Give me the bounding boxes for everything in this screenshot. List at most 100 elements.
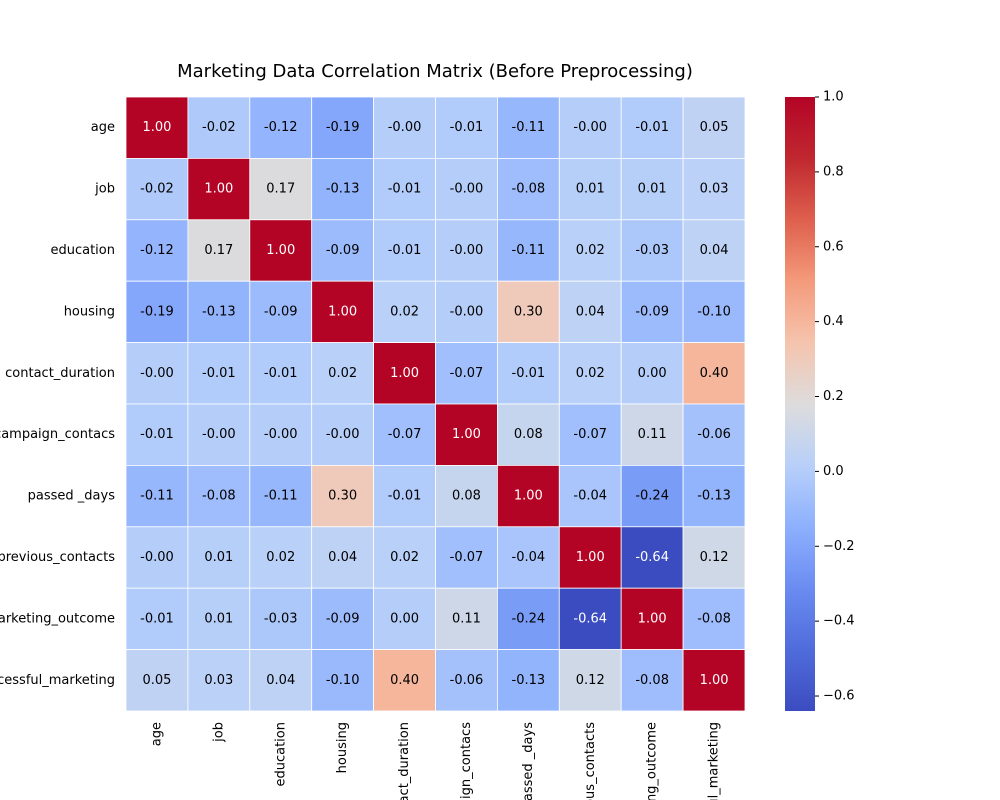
heatmap-cell — [620, 403, 684, 466]
heatmap-cell — [435, 96, 498, 159]
cell-label: 0.05 — [142, 673, 171, 688]
x-tick-label: previous_contacts — [583, 722, 598, 800]
heatmap-cell — [682, 464, 746, 528]
colorbar-tick-label: 0.4 — [823, 314, 844, 329]
heatmap-cell — [125, 464, 189, 528]
cell-label: -0.00 — [140, 366, 174, 381]
heatmap-cell — [682, 280, 746, 344]
cell-label: 0.02 — [390, 550, 419, 565]
cell-label: -0.01 — [388, 182, 422, 197]
cell-label: -0.03 — [635, 243, 669, 258]
heatmap-cell — [496, 587, 560, 651]
colorbar-tick-label: −0.6 — [823, 689, 855, 704]
cell-label: -0.01 — [202, 366, 236, 381]
cell-label: -0.11 — [512, 243, 546, 258]
cell-label: 0.02 — [390, 304, 419, 319]
heatmap-cell — [682, 219, 746, 282]
heatmap-cell — [682, 342, 746, 405]
heatmap-cell — [373, 96, 436, 159]
cell-label: -0.01 — [635, 120, 669, 135]
cell-label: -0.13 — [326, 182, 360, 197]
x-tick-label: marketing_outcome — [645, 722, 660, 800]
cell-label: 0.17 — [204, 243, 233, 258]
cell-label: -0.02 — [202, 120, 236, 135]
heatmap-cell — [125, 280, 189, 344]
x-tick-label: housing — [335, 722, 350, 773]
y-tick-label: passed _days — [28, 489, 116, 504]
heatmap-cell — [249, 526, 313, 589]
cell-label: -0.24 — [512, 611, 546, 626]
cell-label: -0.00 — [388, 120, 422, 135]
cell-label: -0.13 — [202, 304, 236, 319]
y-tick-label: housing — [64, 304, 115, 319]
cell-label: -0.64 — [635, 550, 669, 565]
cell-label: -0.11 — [140, 489, 174, 504]
cell-label: 0.01 — [204, 550, 233, 565]
heatmap-cell — [249, 403, 313, 466]
chart-title: Marketing Data Correlation Matrix (Befor… — [177, 61, 693, 82]
cell-label: -0.04 — [512, 550, 546, 565]
cell-label: -0.19 — [326, 120, 360, 135]
cell-label: 0.00 — [638, 366, 667, 381]
heatmap-cell — [620, 587, 684, 651]
heatmap-cell — [496, 649, 560, 712]
heatmap-cell — [373, 526, 436, 589]
cell-label: -0.04 — [573, 489, 607, 504]
heatmap-cell — [558, 96, 622, 159]
heatmap-cell — [187, 342, 251, 405]
heatmap-cell — [311, 403, 375, 466]
cell-label: 0.02 — [328, 366, 357, 381]
cell-label: -0.01 — [512, 366, 546, 381]
heatmap-cell — [558, 342, 622, 405]
cell-label: 1.00 — [328, 304, 357, 319]
cell-label: 1.00 — [638, 611, 667, 626]
heatmap-cell — [682, 526, 746, 589]
heatmap-cell — [496, 219, 560, 282]
heatmap-cell — [187, 649, 251, 712]
y-tick-label: previous_contacts — [0, 550, 115, 565]
cell-label: -0.00 — [450, 304, 484, 319]
cell-label: 0.00 — [390, 611, 419, 626]
cell-label: -0.07 — [450, 366, 484, 381]
heatmap-cell — [311, 96, 375, 159]
y-tick-label: campaign_contacs — [0, 427, 115, 442]
heatmap-cell — [249, 342, 313, 405]
cell-label: -0.08 — [697, 611, 731, 626]
cell-label: 1.00 — [390, 366, 419, 381]
cell-label: -0.11 — [512, 120, 546, 135]
cell-label: 1.00 — [514, 489, 543, 504]
cell-label: -0.09 — [635, 304, 669, 319]
colorbar-tick-label: −0.2 — [823, 539, 855, 554]
cell-label: -0.19 — [140, 304, 174, 319]
cell-label: 0.30 — [328, 489, 357, 504]
colorbar-tick-label: −0.4 — [823, 614, 855, 629]
x-tick-label: age — [149, 722, 164, 746]
heatmap-cell — [558, 280, 622, 344]
heatmap-cell — [682, 157, 746, 221]
heatmap-cell — [620, 342, 684, 405]
heatmap-cell — [125, 587, 189, 651]
cell-label: -0.01 — [388, 489, 422, 504]
heatmap-cell — [435, 649, 498, 712]
cell-label: -0.06 — [697, 427, 731, 442]
cell-label: -0.00 — [264, 427, 298, 442]
heatmap-cell — [558, 219, 622, 282]
heatmap-cell — [311, 157, 375, 221]
heatmap-cell — [496, 342, 560, 405]
x-tick-label: successful_marketing — [707, 722, 722, 800]
heatmap-cell — [620, 526, 684, 589]
cell-label: 0.30 — [514, 304, 543, 319]
heatmap-cell — [373, 403, 436, 466]
cell-label: -0.01 — [264, 366, 298, 381]
cell-label: -0.13 — [512, 673, 546, 688]
cell-label: 1.00 — [204, 182, 233, 197]
cell-label: -0.13 — [697, 489, 731, 504]
cell-label: -0.11 — [264, 489, 298, 504]
colorbar-tick-label: 0.6 — [823, 239, 844, 254]
heatmap-cell — [435, 403, 498, 466]
cell-label: -0.64 — [573, 611, 607, 626]
x-tick-label: passed _days — [521, 722, 536, 800]
heatmap-cell — [435, 280, 498, 344]
x-tick-label: campaign_contacs — [459, 722, 474, 800]
cell-label: -0.12 — [140, 243, 174, 258]
